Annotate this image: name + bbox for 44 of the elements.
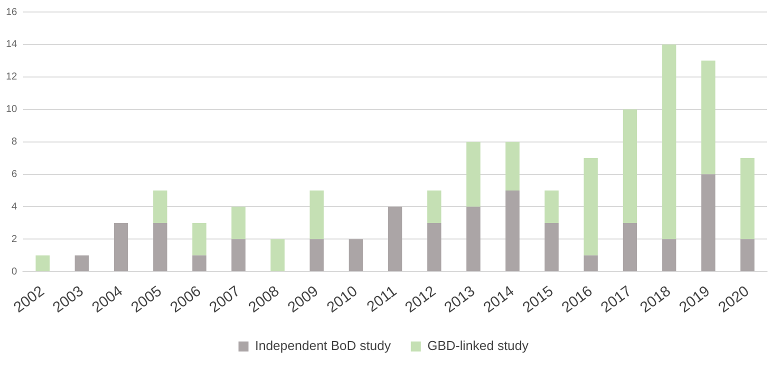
bar: [701, 60, 716, 174]
bar: [740, 239, 754, 272]
bar: [153, 222, 168, 272]
bar: [192, 222, 206, 256]
bar: [153, 190, 168, 223]
bar: [466, 142, 480, 207]
bar: [310, 239, 324, 272]
y-tick-label: 4: [12, 201, 18, 212]
bar: [231, 239, 246, 272]
legend-label: Independent BoD study: [254, 338, 392, 354]
y-tick-label: 10: [6, 104, 18, 116]
y-tick-label: 0: [12, 266, 18, 278]
bar: [544, 190, 559, 223]
y-tick-label: 6: [12, 169, 18, 180]
bar: [74, 255, 89, 272]
bar: [584, 255, 598, 272]
bar: [662, 44, 676, 240]
bar: [310, 190, 324, 240]
y-tick-label: 2: [12, 234, 18, 245]
bar: [701, 174, 716, 272]
bar: [544, 222, 559, 272]
legend-label: GBD-linked study: [427, 338, 530, 354]
bar: [427, 222, 442, 272]
y-tick-label: 14: [6, 39, 18, 50]
y-tick-label: 16: [6, 6, 18, 18]
bar: [505, 142, 520, 190]
y-tick-label: 12: [6, 72, 18, 83]
bar: [36, 255, 50, 272]
bar: [622, 222, 638, 272]
bar: [270, 239, 285, 272]
bar: [427, 190, 442, 223]
bar: [388, 206, 402, 272]
bar: [114, 222, 128, 272]
x-tick-label: 2011: [364, 282, 400, 316]
bar: [505, 190, 520, 272]
bar: [662, 239, 676, 272]
bar: [231, 206, 246, 240]
bar: [348, 239, 363, 272]
y-tick-label: 8: [12, 136, 18, 148]
bar: [466, 206, 480, 272]
bar: [584, 158, 598, 256]
bar: [192, 255, 206, 272]
bar: [622, 109, 638, 223]
bar: [740, 158, 754, 240]
